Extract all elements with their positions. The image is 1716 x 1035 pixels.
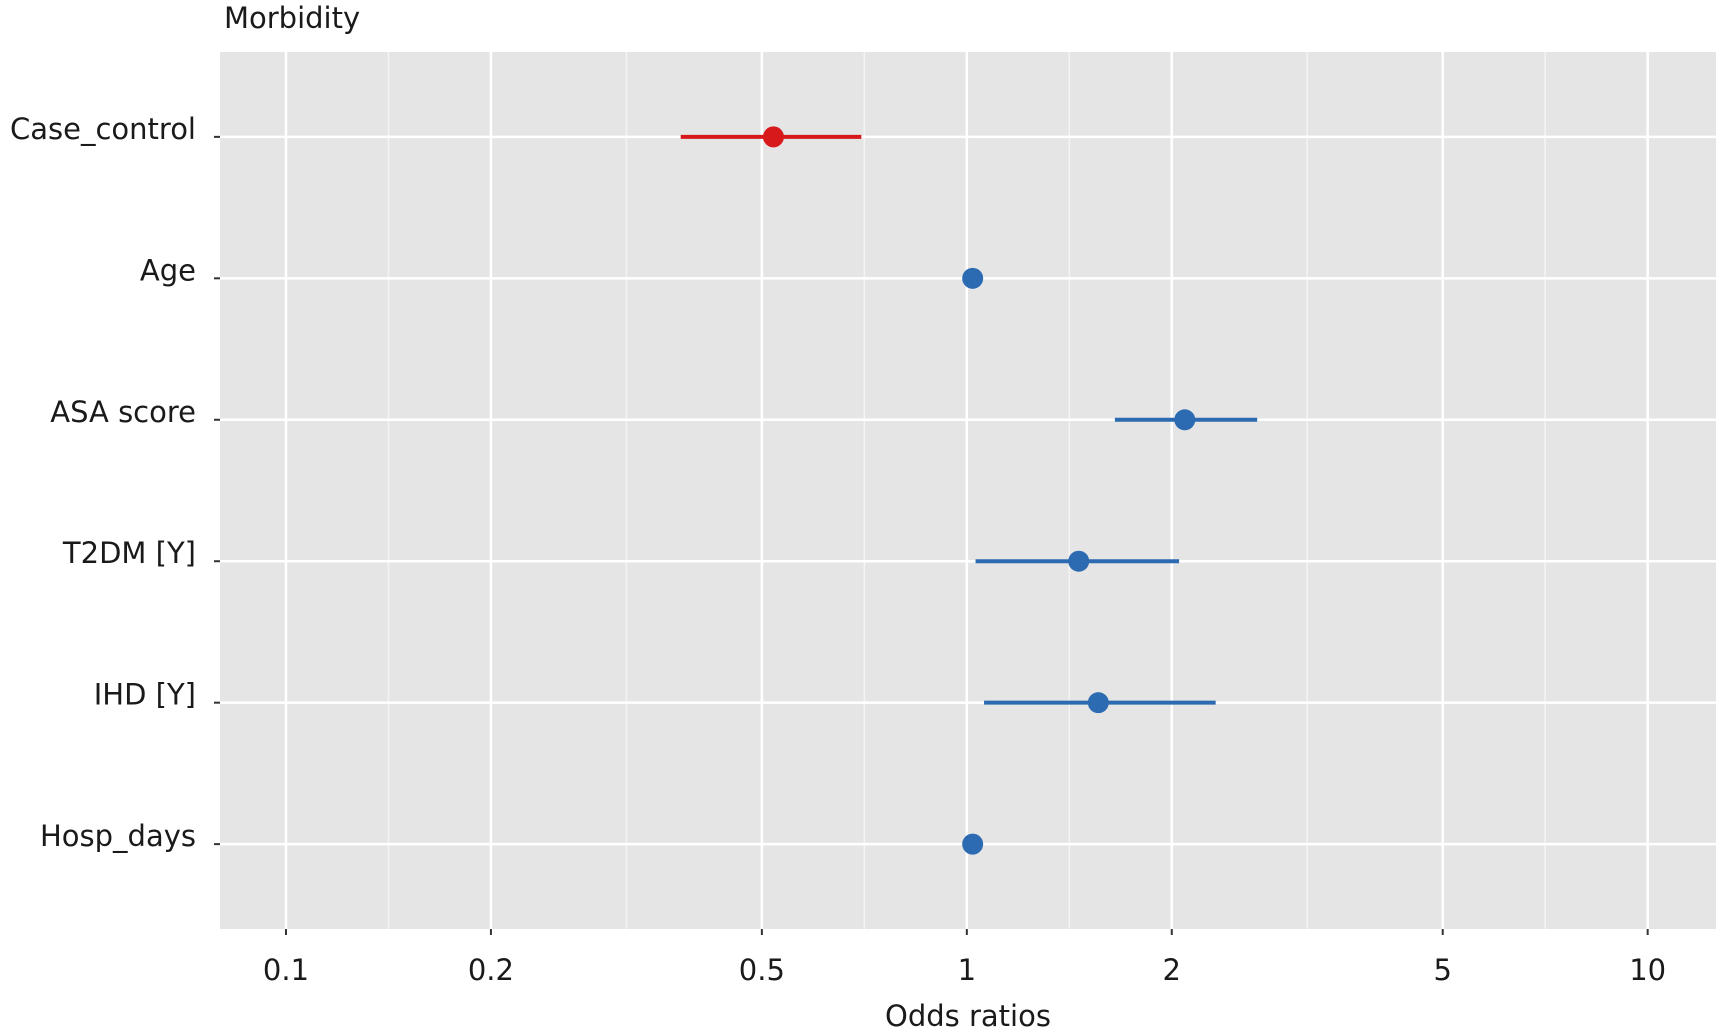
x-axis-title: Odds ratios [885,999,1051,1033]
y-tick-label: Case_control [10,112,196,146]
x-tick-label: 0.1 [263,953,309,987]
y-tick-label: Age [140,253,196,287]
y-tick-label: IHD [Y] [94,678,196,712]
x-tick-label: 2 [1163,953,1181,987]
point [1087,692,1109,714]
point [762,126,784,148]
x-tick-label: 1 [958,953,976,987]
point [1174,409,1196,431]
point [1068,550,1090,572]
x-tick-label: 0.5 [739,953,785,987]
point [962,833,984,855]
x-tick-label: 10 [1629,953,1666,987]
y-tick-label: ASA score [50,395,196,429]
y-tick-label: Hosp_days [40,819,196,853]
chart-title: Morbidity [224,1,360,35]
y-tick-label: T2DM [Y] [62,536,196,570]
point [962,267,984,289]
x-tick-label: 5 [1433,953,1451,987]
x-tick-label: 0.2 [468,953,514,987]
